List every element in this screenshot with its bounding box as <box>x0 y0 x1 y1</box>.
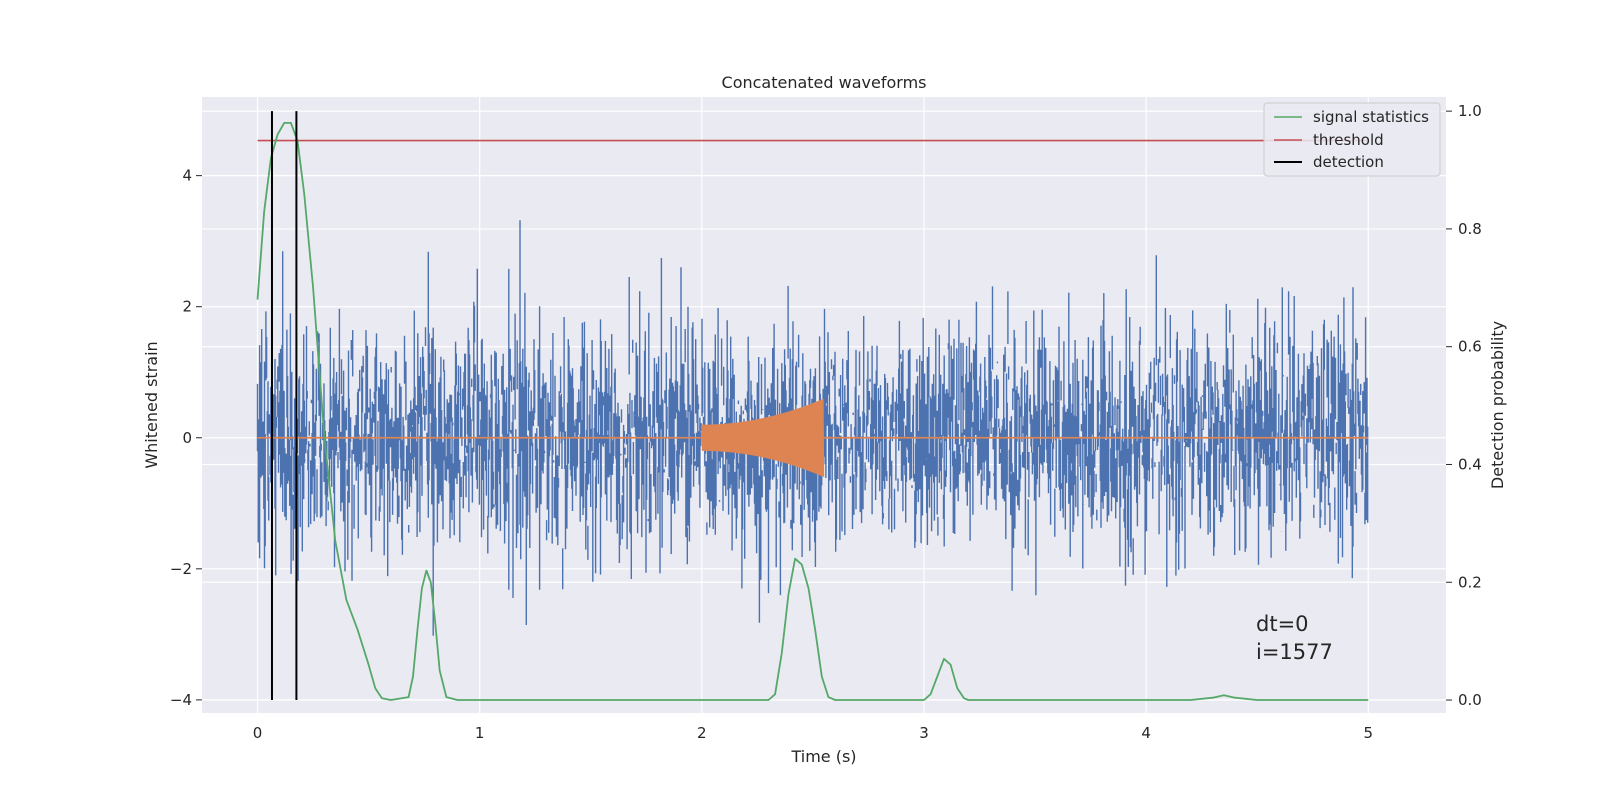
x-tick-label: 5 <box>1363 724 1373 742</box>
tick-layer: 0 1 2 3 4 5 −4 −2 0 2 4 0.0 0.2 0.4 0.6 0.8 1.0 <box>170 102 1482 742</box>
legend-box <box>1263 102 1441 177</box>
x-tick-label: 0 <box>253 724 263 742</box>
signal-statistics-line <box>256 122 1369 701</box>
y-tick-label-left: 2 <box>182 298 192 316</box>
y-axis-label-left: Whitened strain <box>142 341 161 468</box>
y-tick-label-right: 1.0 <box>1458 102 1482 120</box>
x-tick-label: 1 <box>475 724 485 742</box>
x-axis-label: Time (s) <box>790 747 856 766</box>
injected-signal-chirp <box>701 398 825 477</box>
legend-label-signal-statistics: signal statistics <box>1313 108 1429 126</box>
y-axis-label-right: Detection probability <box>1488 321 1507 489</box>
y-tick-label-right: 0.8 <box>1458 220 1482 238</box>
strain-noise-series <box>256 220 1369 636</box>
x-tick-label: 2 <box>697 724 707 742</box>
y-tick-label-right: 0.4 <box>1458 455 1482 473</box>
chart-title: Concatenated waveforms <box>722 73 927 92</box>
data-layer <box>256 111 1369 701</box>
y-tick-label-right: 0.6 <box>1458 338 1482 356</box>
y-tick-label-left: 4 <box>182 167 192 185</box>
y-tick-label-left: −4 <box>170 691 192 709</box>
legend-label-detection: detection <box>1313 153 1384 171</box>
annotation-index: i=1577 <box>1256 640 1333 664</box>
x-tick-label: 3 <box>919 724 929 742</box>
legend-label-threshold: threshold <box>1313 131 1384 149</box>
y-tick-label-right: 0.0 <box>1458 691 1482 709</box>
annotation-dt: dt=0 <box>1256 612 1309 636</box>
y-tick-label-left: −2 <box>170 560 192 578</box>
legend: signal statistics threshold detection <box>1263 102 1441 177</box>
y-tick-label-right: 0.2 <box>1458 573 1482 591</box>
y-tick-label-left: 0 <box>182 429 192 447</box>
x-tick-label: 4 <box>1141 724 1151 742</box>
